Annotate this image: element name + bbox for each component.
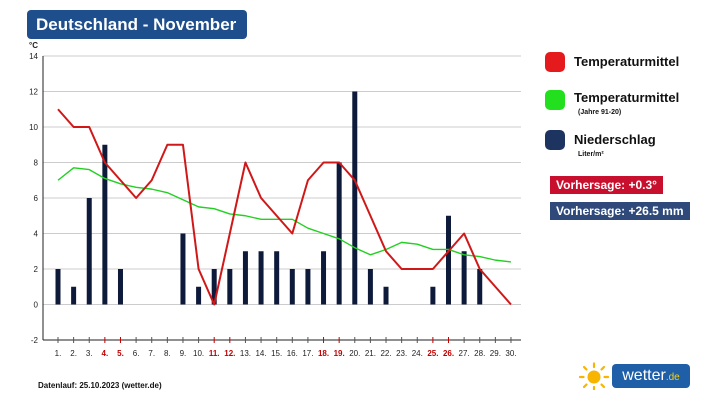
legend-swatch-red — [545, 52, 565, 72]
y-tick-label: 14 — [29, 52, 38, 61]
precipitation-bar — [258, 251, 264, 305]
x-tick-label: 30. — [505, 349, 516, 358]
legend-swatch-navy — [545, 130, 565, 150]
precipitation-bar — [55, 269, 61, 305]
x-tick-label: 15. — [271, 349, 282, 358]
logo-wordmark: wetter.de — [612, 364, 690, 388]
x-tick-label: 22. — [380, 349, 391, 358]
precipitation-bar — [86, 198, 92, 305]
precipitation-bar — [117, 269, 123, 305]
precipitation-bar — [102, 144, 108, 305]
y-tick-label: 10 — [29, 123, 38, 132]
x-tick-label: 26. — [443, 349, 454, 358]
precipitation-bar — [227, 269, 233, 305]
y-tick-label: 0 — [34, 301, 39, 310]
x-tick-label: 27. — [459, 349, 470, 358]
legend-sublabel: (Jahre 91-20) — [578, 109, 622, 116]
x-tick-label: 14. — [255, 349, 266, 358]
x-tick-label: 25. — [427, 349, 438, 358]
precipitation-bar — [477, 269, 483, 305]
temperature-line — [57, 108, 512, 306]
forecast-precipitation-badge: Vorhersage: +26.5 mm — [550, 202, 690, 220]
x-tick-label: 18. — [318, 349, 329, 358]
x-tick-label: 23. — [396, 349, 407, 358]
y-tick-label: 6 — [34, 194, 39, 203]
x-tick-label: 11. — [209, 349, 220, 358]
x-tick-label: 28. — [474, 349, 485, 358]
y-tick-label: 8 — [34, 159, 39, 168]
legend-label: Temperaturmittel — [574, 54, 680, 69]
x-tick-label: 9. — [180, 349, 187, 358]
precipitation-bars — [55, 91, 483, 305]
x-tick-label: 1. — [55, 349, 62, 358]
x-tick-label: 13. — [240, 349, 251, 358]
x-tick-label: 24. — [412, 349, 423, 358]
x-tick-label: 7. — [148, 349, 155, 358]
temperature-lines — [57, 108, 512, 306]
legend-sublabel: Liter/m² — [578, 151, 604, 158]
y-axis-unit: °C — [29, 41, 38, 50]
precipitation-bar — [71, 286, 77, 305]
x-tick-label: 17. — [302, 349, 313, 358]
precipitation-bar — [211, 269, 217, 305]
data-run-footnote: Datenlauf: 25.10.2023 (wetter.de) — [38, 381, 162, 390]
precipitation-bar — [305, 269, 311, 305]
y-tick-label: 4 — [34, 230, 39, 239]
forecast-temperature-badge: Vorhersage: +0.3° — [550, 176, 663, 194]
precipitation-bar — [383, 286, 389, 305]
x-tick-label: 8. — [164, 349, 171, 358]
x-tick-label: 2. — [70, 349, 77, 358]
y-axis: -2 0 2 4 6 8 10 12 14 °C — [29, 41, 44, 345]
y-tick-label: 2 — [34, 265, 39, 274]
precipitation-bar — [196, 286, 202, 305]
chart-title: Deutschland - November — [27, 10, 247, 39]
x-tick-label: 21. — [365, 349, 376, 358]
precipitation-bar — [352, 91, 358, 305]
x-tick-label: 12. — [224, 349, 235, 358]
precipitation-bar — [367, 269, 373, 305]
x-tick-label: 3. — [86, 349, 93, 358]
temperature-avg-line — [57, 167, 512, 263]
precipitation-bar — [430, 286, 436, 305]
precipitation-bar — [336, 162, 342, 305]
x-tick-label: 10. — [193, 349, 204, 358]
precipitation-bar — [461, 251, 467, 305]
precipitation-bar — [289, 269, 295, 305]
x-tick-label: 6. — [133, 349, 140, 358]
y-tick-label: 12 — [29, 88, 38, 97]
legend-label: Temperaturmittel — [574, 90, 680, 105]
x-axis: 1. 2. 3. 4. 5. 6. 7. 8. 9. 10. 11. 12. 13. 14. 15. 16. 1… — [43, 337, 521, 358]
precipitation-bar — [446, 215, 451, 305]
x-tick-label: 16. — [287, 349, 298, 358]
x-tick-label: 29. — [490, 349, 501, 358]
x-tick-label: 19. — [334, 349, 345, 358]
precipitation-bar — [274, 251, 280, 305]
x-tick-label: 5. — [117, 349, 124, 358]
precipitation-bar — [180, 233, 186, 305]
precipitation-bar — [242, 251, 248, 305]
precipitation-bar — [321, 251, 327, 305]
x-tick-label: 20. — [349, 349, 360, 358]
legend-label: Niederschlag — [574, 132, 656, 147]
y-tick-label: -2 — [31, 336, 39, 345]
wetter-logo[interactable]: wetter.de — [578, 362, 690, 390]
legend-swatch-green — [545, 90, 565, 110]
sun-icon — [578, 362, 610, 390]
x-tick-label: 4. — [102, 349, 109, 358]
